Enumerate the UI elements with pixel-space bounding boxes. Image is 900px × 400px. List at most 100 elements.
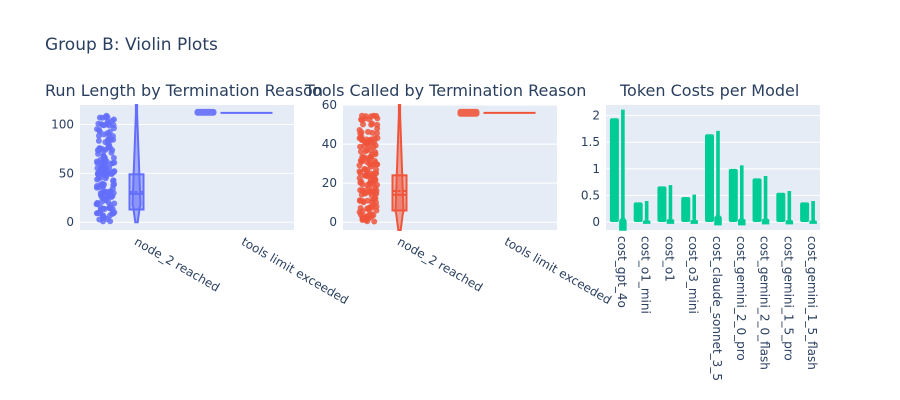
subplot-tools-called: Tools Called by Termination Reason 0 20 40… xyxy=(304,81,614,307)
data-point xyxy=(100,205,107,212)
points-tools-limit-exceeded xyxy=(457,108,480,117)
box-cost-gemini-1-5-pro xyxy=(776,192,786,223)
violin-cost-gemini-2-0-flash xyxy=(761,176,770,225)
subplot-title-tools-called: Tools Called by Termination Reason xyxy=(304,81,586,100)
box-cost-o1 xyxy=(657,186,667,223)
x-tick-label: cost_o1_mini xyxy=(639,236,653,314)
data-point xyxy=(99,122,106,129)
data-point xyxy=(102,139,109,146)
data-point xyxy=(357,179,364,186)
data-point xyxy=(96,145,103,152)
violin-cost-o1 xyxy=(666,185,675,224)
violin-cost-gemini-1-5-flash xyxy=(809,201,817,224)
data-point xyxy=(374,181,381,188)
figure-title: Group B: Violin Plots xyxy=(45,35,218,55)
data-point xyxy=(99,166,106,173)
data-point xyxy=(102,192,109,199)
data-point xyxy=(360,121,367,128)
data-point xyxy=(368,213,375,220)
violin-cost-o3-mini xyxy=(690,194,698,224)
violin-node-2-reached xyxy=(394,104,405,231)
box-cost-gemini-2-0-pro xyxy=(728,168,738,223)
data-point xyxy=(358,129,365,136)
box-cost-claude-sonnet-3-5 xyxy=(705,134,714,223)
data-point xyxy=(363,172,370,179)
x-tick-label: cost_gemini_1_5_pro xyxy=(781,236,795,361)
y-tick-label: 100 xyxy=(51,118,74,132)
x-tick-label: cost_gemini_1_5_flash xyxy=(805,236,819,370)
points-tools-limit-exceeded xyxy=(194,108,217,116)
data-point xyxy=(106,204,113,211)
y-tick-label: 1 xyxy=(592,162,600,176)
data-point xyxy=(368,121,375,128)
data-point xyxy=(373,166,380,173)
box-cost-gemini-2-0-flash xyxy=(752,178,762,223)
x-tick-label: node_2 reached xyxy=(132,234,222,294)
x-tick-label: cost_gemini_2_0_pro xyxy=(734,236,748,361)
data-point xyxy=(372,151,379,158)
x-tick-label: cost_o1 xyxy=(662,236,676,282)
data-point xyxy=(371,195,378,202)
y-tick-label: 0.5 xyxy=(581,188,600,202)
data-point xyxy=(371,218,378,225)
data-point xyxy=(374,121,381,128)
data-point xyxy=(367,146,374,153)
y-tick-label: 2 xyxy=(592,109,600,123)
data-point xyxy=(369,129,376,136)
box-cost-o1-mini xyxy=(633,202,643,223)
data-point xyxy=(94,126,101,133)
data-point xyxy=(111,159,118,166)
subplot-token-costs: Token Costs per Model 0 0.5 1 1.5 2 cost_gpt_… xyxy=(581,81,820,381)
y-tick-label: 50 xyxy=(59,166,74,180)
y-tick-label: 1.5 xyxy=(581,135,600,149)
data-point xyxy=(110,136,117,143)
data-point xyxy=(357,148,364,155)
x-tick-label: cost_gpt_4o xyxy=(615,236,629,308)
data-point xyxy=(102,175,109,182)
x-tick-label: cost_claude_sonnet_3_5 xyxy=(710,236,724,381)
y-tick-label: 60 xyxy=(322,98,337,112)
subplot-run-length: Run Length by Termination Reason 0 50 100 n… xyxy=(45,81,351,307)
data-point xyxy=(360,199,367,206)
data-point xyxy=(95,137,102,144)
data-point xyxy=(93,201,100,208)
violin-cost-gpt-4o xyxy=(619,109,627,231)
box-cost-gemini-1-5-flash xyxy=(800,202,810,223)
data-point xyxy=(356,162,363,169)
data-point xyxy=(111,181,118,188)
data-point xyxy=(362,148,369,155)
violin-cost-gemini-1-5-pro xyxy=(785,190,794,225)
violin-cost-claude-sonnet-3-5 xyxy=(714,130,722,226)
data-point xyxy=(370,188,377,195)
data-point xyxy=(364,182,371,189)
data-point xyxy=(374,161,381,168)
y-tick-label: 0 xyxy=(329,215,337,229)
x-tick-label: tools limit exceeded xyxy=(239,234,351,307)
data-point xyxy=(104,130,111,137)
x-tick-label: tools limit exceeded xyxy=(502,234,614,307)
data-point xyxy=(360,154,367,161)
data-point xyxy=(361,166,368,173)
data-point xyxy=(109,185,116,192)
data-point xyxy=(356,168,363,175)
data-point xyxy=(357,204,364,211)
box-cost-o3-mini xyxy=(681,197,691,223)
data-point xyxy=(370,112,377,119)
data-point xyxy=(373,207,380,214)
data-point xyxy=(110,154,117,161)
data-point xyxy=(373,130,380,137)
data-point xyxy=(370,201,377,208)
data-point xyxy=(102,161,109,168)
data-point xyxy=(97,192,104,199)
data-point xyxy=(366,155,373,162)
data-point xyxy=(100,152,107,159)
data-point xyxy=(110,122,117,129)
y-tick-label: 40 xyxy=(322,137,337,151)
data-point xyxy=(99,213,106,220)
data-point xyxy=(359,137,366,144)
data-point xyxy=(96,209,103,216)
y-tick-label: 20 xyxy=(322,176,337,190)
data-point xyxy=(105,199,112,206)
data-point xyxy=(361,213,368,220)
